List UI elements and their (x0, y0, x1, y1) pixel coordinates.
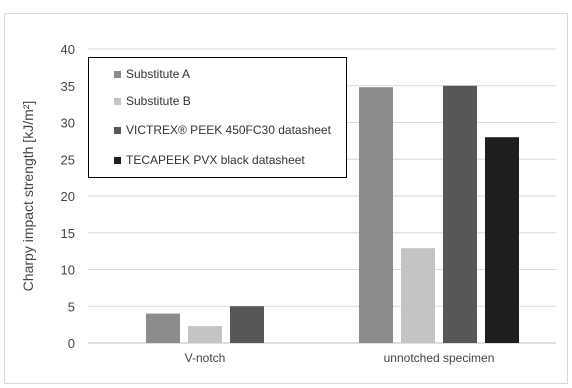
legend: Substitute A Substitute B VICTREX® PEEK 45… (88, 57, 347, 178)
y-tick-label: 20 (61, 189, 75, 204)
y-tick-label: 40 (61, 42, 75, 57)
legend-item: Substitute A (114, 66, 190, 82)
legend-label: Substitute A (126, 67, 191, 81)
bar-victrex-peek-450fc30-datasheet-1 (443, 85, 477, 343)
legend-item: Substitute B (114, 93, 191, 109)
bar-substitute-b-1 (401, 248, 435, 343)
legend-item: TECAPEEK PVX black datasheet (114, 152, 305, 168)
x-tick-label: unnotched specimen (384, 351, 495, 365)
legend-item: VICTREX® PEEK 450FC30 datasheet (114, 122, 331, 138)
legend-swatch (114, 97, 121, 105)
y-tick-label: 0 (68, 336, 75, 351)
y-tick-label: 25 (61, 152, 75, 167)
y-axis-label: Charpy impact strength [kJ/m²] (20, 100, 36, 292)
bar-substitute-b-0 (188, 326, 222, 343)
y-tick-label: 35 (61, 79, 75, 94)
y-tick-label: 10 (61, 263, 75, 278)
y-tick-label: 15 (61, 226, 75, 241)
bar-tecapeek-pvx-black-datasheet-1 (485, 137, 519, 343)
legend-swatch (114, 70, 121, 78)
bar-substitute-a-1 (359, 87, 393, 343)
legend-label: VICTREX® PEEK 450FC30 datasheet (126, 123, 331, 137)
legend-swatch (114, 156, 121, 164)
bar-substitute-a-0 (146, 313, 180, 343)
y-tick-label: 30 (61, 116, 75, 131)
legend-swatch (114, 126, 121, 134)
legend-label: TECAPEEK PVX black datasheet (126, 153, 305, 167)
bar-victrex-peek-450fc30-datasheet-0 (230, 306, 264, 343)
y-tick-label: 5 (68, 299, 75, 314)
x-tick-label: V-notch (185, 351, 226, 365)
legend-label: Substitute B (126, 94, 191, 108)
